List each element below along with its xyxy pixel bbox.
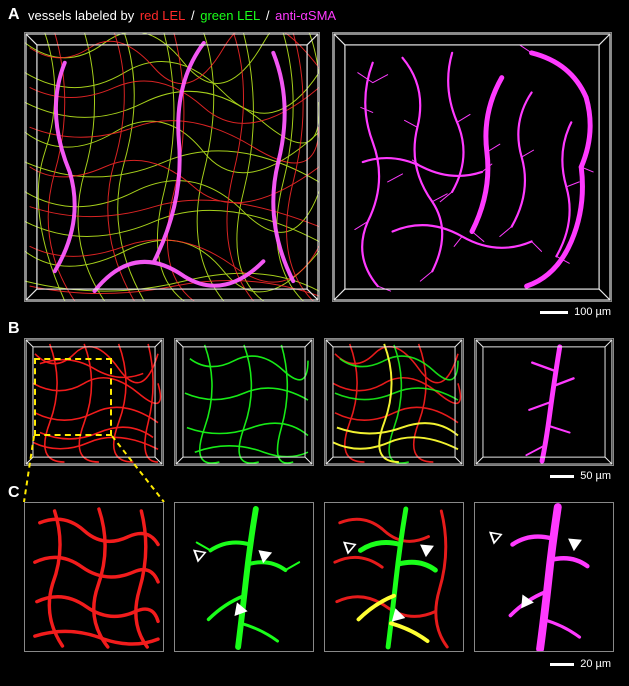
panel-b-1: [24, 338, 164, 466]
scalebar-b: 50 µm: [550, 470, 611, 482]
scalebar-b-bar: [550, 475, 574, 478]
panel-c-1: [24, 502, 164, 652]
panel-c-4: [474, 502, 614, 652]
panel-b-4: [474, 338, 614, 466]
header-sep1: /: [187, 8, 194, 23]
panel-c-2: [174, 502, 314, 652]
header-green: green LEL: [200, 8, 260, 23]
scalebar-a: 100 µm: [540, 306, 611, 318]
panel-b-3: [324, 338, 464, 466]
scalebar-c-label: 20 µm: [580, 658, 611, 670]
header-sep2: /: [262, 8, 269, 23]
panel-c-3: [324, 502, 464, 652]
panel-a-right: [332, 32, 612, 302]
panel-b-2: [174, 338, 314, 466]
panel-label-a: A: [8, 6, 20, 24]
panel-a-left: [24, 32, 320, 302]
header-magenta: anti-αSMA: [275, 8, 336, 23]
header-red: red LEL: [140, 8, 186, 23]
header-prefix: vessels labeled by: [28, 8, 138, 23]
panel-label-b: B: [8, 320, 20, 338]
scalebar-c: 20 µm: [550, 658, 611, 670]
scalebar-b-label: 50 µm: [580, 470, 611, 482]
scalebar-a-bar: [540, 311, 568, 314]
panel-label-c: C: [8, 484, 20, 502]
scalebar-c-bar: [550, 663, 574, 666]
header-legend: vessels labeled by red LEL / green LEL /…: [28, 8, 338, 23]
scalebar-a-label: 100 µm: [574, 306, 611, 318]
